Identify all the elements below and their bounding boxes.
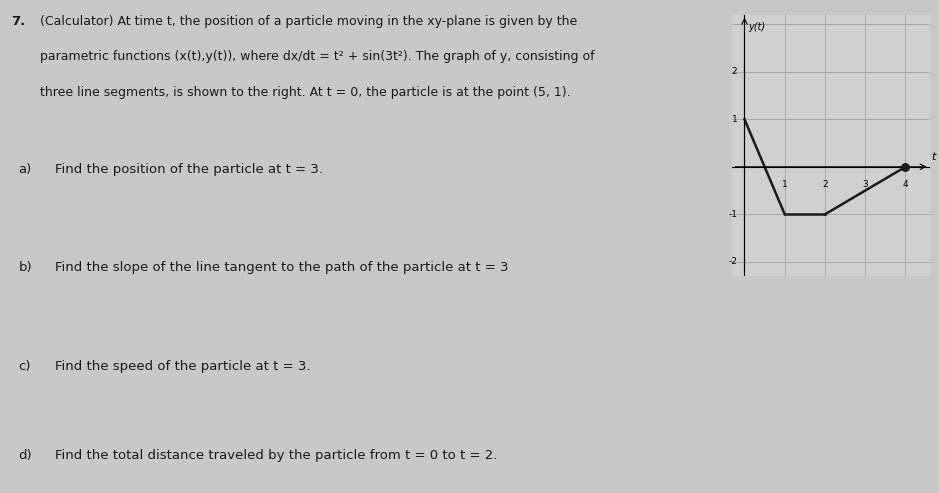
Text: -2: -2 <box>729 257 737 266</box>
Text: 2: 2 <box>731 68 737 76</box>
Text: three line segments, is shown to the right. At t = 0, the particle is at the poi: three line segments, is shown to the rig… <box>40 86 571 99</box>
Text: -1: -1 <box>729 210 737 219</box>
Text: parametric functions (x(t),y(t)), where dx/dt = t² + sin(3t²). The graph of y, c: parametric functions (x(t),y(t)), where … <box>40 50 595 63</box>
Text: Find the slope of the line tangent to the path of the particle at t = 3: Find the slope of the line tangent to th… <box>55 261 508 274</box>
Point <box>898 163 913 171</box>
Text: y(t): y(t) <box>748 22 765 32</box>
Text: d): d) <box>19 449 32 461</box>
Text: Find the position of the particle at t = 3.: Find the position of the particle at t =… <box>55 163 323 176</box>
Text: t: t <box>931 152 936 162</box>
Text: Find the total distance traveled by the particle from t = 0 to t = 2.: Find the total distance traveled by the … <box>55 449 498 461</box>
Text: Find the speed of the particle at t = 3.: Find the speed of the particle at t = 3. <box>55 360 311 373</box>
Text: (Calculator) At time t, the position of a particle moving in the xy-plane is giv: (Calculator) At time t, the position of … <box>40 15 577 28</box>
Text: c): c) <box>19 360 31 373</box>
Text: 1: 1 <box>731 115 737 124</box>
Text: 2: 2 <box>823 180 828 189</box>
Text: 4: 4 <box>902 180 908 189</box>
Text: 7.: 7. <box>11 15 25 28</box>
Text: b): b) <box>19 261 32 274</box>
Text: 1: 1 <box>782 180 788 189</box>
Text: 3: 3 <box>862 180 868 189</box>
Text: a): a) <box>19 163 32 176</box>
